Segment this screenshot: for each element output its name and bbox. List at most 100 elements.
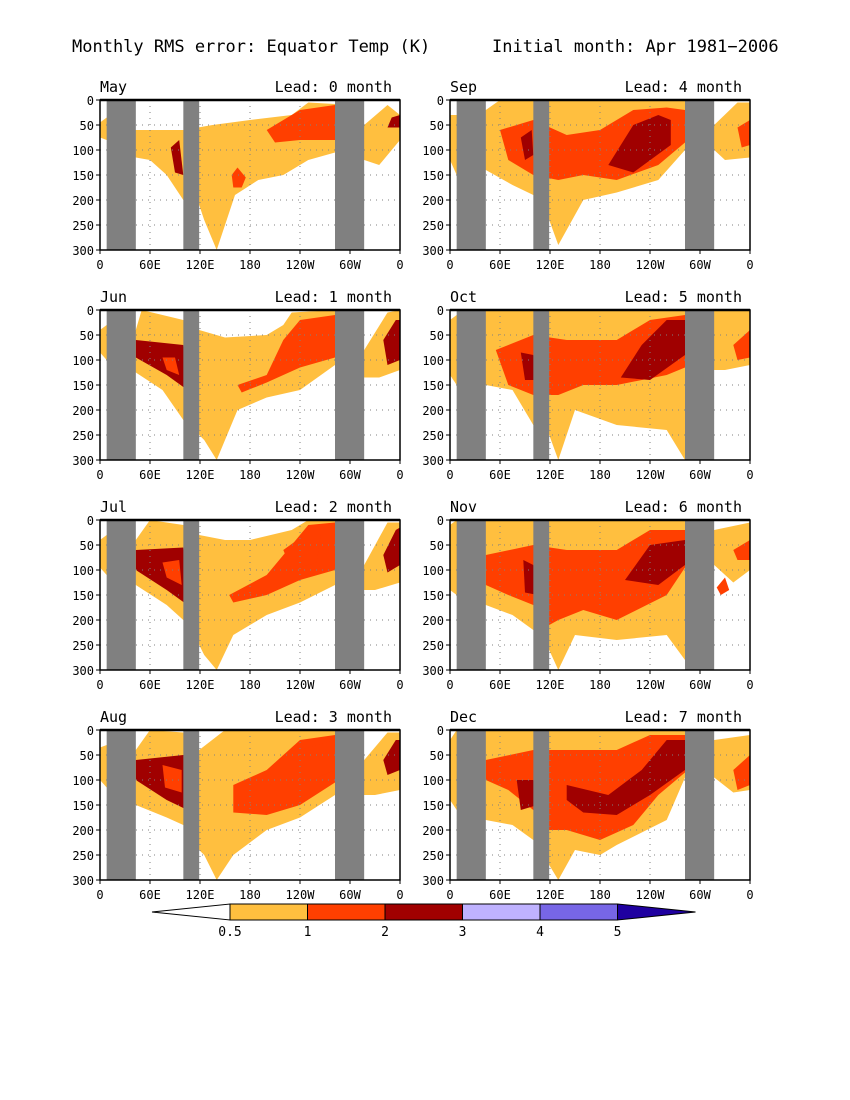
y-tick-label: 50: [80, 749, 94, 763]
colorbar-label: 4: [536, 925, 544, 940]
x-tick-label: 60E: [139, 678, 161, 692]
land-mask: [533, 520, 550, 670]
y-tick-label: 150: [72, 589, 94, 603]
land-mask: [456, 520, 486, 670]
y-tick-label: 0: [437, 724, 444, 738]
x-tick-label: 180: [239, 468, 261, 482]
colorbar-segment: [384, 903, 463, 921]
y-tick-label: 150: [422, 589, 444, 603]
panel-plot-area: [450, 310, 750, 460]
colorbar-label: 2: [381, 925, 389, 940]
x-tick-label: 120E: [186, 258, 215, 272]
x-tick-label: 60W: [689, 258, 711, 272]
panel-plot-area: [100, 100, 400, 250]
y-tick-label: 100: [422, 144, 444, 158]
x-tick-label: 120W: [286, 468, 316, 482]
y-tick-label: 100: [422, 774, 444, 788]
panel-month-label: May: [100, 78, 127, 96]
panel-lead-label: Lead: 6 month: [625, 498, 742, 516]
y-tick-label: 0: [87, 94, 94, 108]
contour-region: [716, 577, 730, 595]
colorbar-over-triangle: [617, 903, 696, 921]
x-tick-label: 60W: [339, 468, 361, 482]
contour-region: [383, 740, 400, 775]
contour-region: [520, 352, 538, 380]
land-mask: [533, 310, 550, 460]
contour-region: [733, 540, 750, 560]
land-mask: [183, 310, 200, 460]
y-tick-label: 100: [422, 564, 444, 578]
x-tick-label: 180: [239, 678, 261, 692]
y-tick-label: 50: [430, 749, 444, 763]
x-tick-label: 0: [446, 888, 453, 902]
panel-lead-label: Lead: 4 month: [625, 78, 742, 96]
x-tick-label: 0: [96, 678, 103, 692]
contour-region: [387, 115, 400, 128]
contour-region: [566, 740, 685, 815]
x-tick-label: 120W: [286, 678, 316, 692]
contour-region: [170, 140, 184, 175]
contour-region: [162, 765, 182, 793]
colorbar-label: 0.5: [218, 925, 241, 940]
y-tick-label: 300: [422, 454, 444, 468]
x-tick-label: 60W: [339, 888, 361, 902]
y-tick-label: 250: [72, 219, 94, 233]
land-mask: [456, 310, 486, 460]
y-tick-label: 0: [437, 304, 444, 318]
contour-region: [516, 780, 538, 810]
x-tick-label: 120E: [186, 468, 215, 482]
panel-sep: Sep Lead: 4 month 0 60E 120E 180 120W 60W 0 0 50 10…: [422, 78, 753, 272]
y-tick-label: 50: [430, 329, 444, 343]
y-tick-label: 300: [72, 244, 94, 258]
x-tick-label: 0: [446, 678, 453, 692]
y-tick-label: 0: [87, 304, 94, 318]
x-tick-label: 120W: [636, 468, 666, 482]
land-mask: [685, 520, 715, 670]
colorbar-segment: [307, 903, 386, 921]
x-tick-label: 60E: [139, 888, 161, 902]
x-tick-label: 60E: [489, 678, 511, 692]
panel-plot-area: [450, 520, 750, 670]
x-tick-label: 60W: [689, 888, 711, 902]
y-tick-label: 300: [422, 874, 444, 888]
x-tick-label: 0: [396, 258, 403, 272]
x-tick-label: 0: [746, 468, 753, 482]
x-tick-label: 120W: [286, 888, 316, 902]
panel-oct: Oct Lead: 5 month 0 60E 120E 180 120W 60W 0 0 50 10…: [422, 288, 753, 482]
x-tick-label: 0: [96, 888, 103, 902]
y-tick-label: 0: [437, 94, 444, 108]
contour-region: [162, 357, 180, 375]
y-tick-label: 100: [72, 144, 94, 158]
y-tick-label: 250: [422, 219, 444, 233]
y-tick-label: 250: [422, 429, 444, 443]
x-tick-label: 180: [589, 258, 611, 272]
y-tick-label: 150: [422, 379, 444, 393]
contour-region: [733, 330, 750, 360]
panel-nov: Nov Lead: 6 month 0 60E 120E 180 120W 60W 0 0 50 10…: [422, 498, 753, 692]
land-mask: [106, 310, 136, 460]
land-mask: [106, 520, 136, 670]
contour-region: [383, 320, 400, 365]
panel-may: May Lead: 0 month 0 60E 120E 180 120W 60W 0 0 50 10…: [72, 78, 403, 272]
x-tick-label: 60E: [139, 258, 161, 272]
contour-region: [237, 315, 335, 393]
land-mask: [533, 730, 550, 880]
land-mask: [456, 100, 486, 250]
y-tick-label: 300: [72, 664, 94, 678]
colorbar-under-triangle: [151, 903, 231, 921]
x-tick-label: 120W: [636, 678, 666, 692]
land-mask: [685, 310, 715, 460]
contour-region: [231, 167, 246, 188]
contour-region: [266, 740, 335, 798]
x-tick-label: 60E: [139, 468, 161, 482]
land-mask: [106, 730, 136, 880]
y-tick-label: 50: [430, 539, 444, 553]
y-tick-label: 250: [422, 639, 444, 653]
x-tick-label: 120W: [286, 258, 316, 272]
land-mask: [533, 100, 550, 250]
land-mask: [335, 520, 365, 670]
panel-month-label: Oct: [450, 288, 477, 306]
colorbar-segment: [462, 903, 541, 921]
panel-plot-area: [100, 310, 400, 460]
panel-lead-label: Lead: 7 month: [625, 708, 742, 726]
